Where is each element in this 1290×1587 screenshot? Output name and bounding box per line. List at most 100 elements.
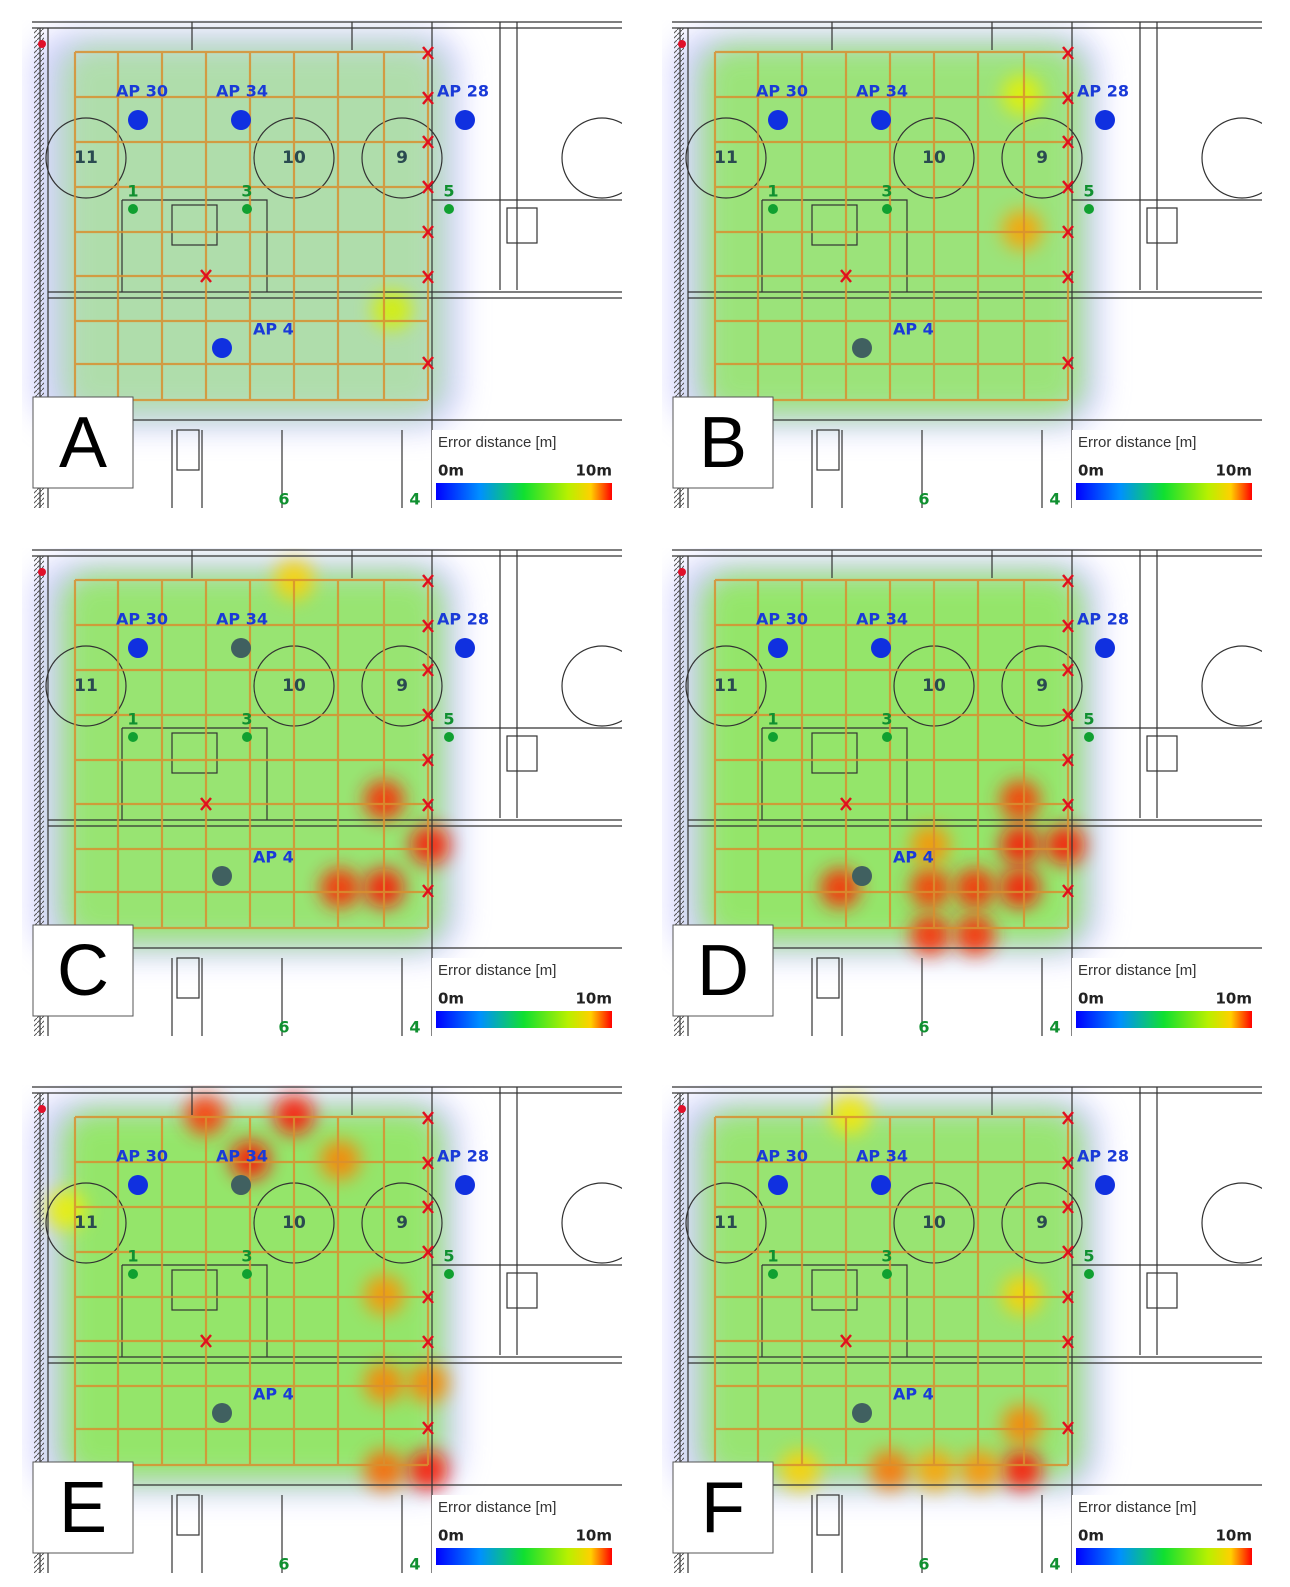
access-point xyxy=(871,110,891,130)
room-number: 10 xyxy=(282,148,306,168)
ap-label: AP 34 xyxy=(216,82,268,101)
legend-max: 10m xyxy=(1215,462,1252,480)
legend-title: Error distance [m] xyxy=(438,1499,556,1516)
ap-label: AP 34 xyxy=(856,610,908,629)
ap-label: AP 28 xyxy=(1077,1147,1129,1166)
room-number: 9 xyxy=(1036,148,1048,168)
point-label: 6 xyxy=(278,1555,289,1574)
heat-spot xyxy=(1002,75,1042,115)
room-number: 10 xyxy=(282,676,306,696)
origin-marker xyxy=(678,40,686,48)
reference-point xyxy=(410,1040,420,1050)
reference-point xyxy=(444,204,454,214)
point-label: 4 xyxy=(1049,1555,1060,1574)
panel-letter: B xyxy=(699,403,747,483)
ap-label: AP 28 xyxy=(1077,82,1129,101)
ap-label: AP 34 xyxy=(216,1147,268,1166)
heat-spot xyxy=(410,825,450,865)
heat-spot xyxy=(910,868,950,908)
reference-point xyxy=(768,732,778,742)
legend-min: 0m xyxy=(1078,462,1104,480)
access-point xyxy=(212,866,232,886)
heat-spot xyxy=(960,1450,1000,1490)
access-point xyxy=(1095,1175,1115,1195)
access-point xyxy=(768,638,788,658)
point-label: 4 xyxy=(409,490,420,509)
point-label: 4 xyxy=(1049,1018,1060,1037)
panel-content: AP 30AP 34AP 28AP 41110913564DError dist… xyxy=(662,548,1282,1050)
ap-label: AP 30 xyxy=(116,82,168,101)
panel-content: AP 30AP 34AP 28AP 41110913564AError dist… xyxy=(22,20,642,522)
heat-spot xyxy=(320,868,360,908)
point-label: 6 xyxy=(918,1018,929,1037)
room-number: 11 xyxy=(714,1213,738,1233)
point-label: 1 xyxy=(767,710,778,729)
reference-point xyxy=(128,1269,138,1279)
reference-point xyxy=(768,204,778,214)
point-label: 3 xyxy=(241,1247,252,1266)
heat-spot xyxy=(1002,1405,1042,1445)
point-label: 5 xyxy=(443,1247,454,1266)
room-number: 11 xyxy=(714,148,738,168)
reference-point xyxy=(242,732,252,742)
panel-letter: E xyxy=(59,1468,107,1548)
heat-spot xyxy=(1000,868,1040,908)
panel: AP 30AP 34AP 28AP 41110913564CError dist… xyxy=(22,548,642,1050)
reference-point xyxy=(1084,1269,1094,1279)
point-label: 5 xyxy=(1083,1247,1094,1266)
heat-spot xyxy=(955,915,995,955)
legend-title: Error distance [m] xyxy=(438,434,556,451)
legend-min: 0m xyxy=(438,462,464,480)
point-label: 5 xyxy=(443,710,454,729)
legend-colorbar xyxy=(1076,483,1252,500)
access-point xyxy=(871,1175,891,1195)
figure: AP 30 AP 34 AP 28 AP 4 11 10 9 1 3 5 6 4 A Error dist… xyxy=(0,0,1290,1587)
access-point xyxy=(852,866,872,886)
reference-point xyxy=(444,1269,454,1279)
reference-point xyxy=(128,732,138,742)
reference-point xyxy=(128,204,138,214)
access-point xyxy=(128,638,148,658)
point-label: 6 xyxy=(918,1555,929,1574)
ap-label: AP 4 xyxy=(893,848,934,867)
room-number: 11 xyxy=(74,1213,98,1233)
access-point xyxy=(212,1403,232,1423)
heat-spot xyxy=(1002,1450,1042,1490)
room-number: 11 xyxy=(74,148,98,168)
access-point xyxy=(768,1175,788,1195)
room-number: 10 xyxy=(922,676,946,696)
heat-spot xyxy=(955,868,995,908)
point-label: 6 xyxy=(278,490,289,509)
origin-marker xyxy=(678,1105,686,1113)
access-point xyxy=(1095,110,1115,130)
panel-letter: A xyxy=(59,403,107,483)
legend-min: 0m xyxy=(1078,1527,1104,1545)
heat-spot xyxy=(372,290,412,330)
point-label: 1 xyxy=(127,182,138,201)
heat-spot xyxy=(780,1450,820,1490)
access-point xyxy=(455,110,475,130)
legend-colorbar xyxy=(1076,1011,1252,1028)
reference-point xyxy=(279,1040,289,1050)
reference-point xyxy=(410,512,420,522)
legend-max: 10m xyxy=(1215,990,1252,1008)
room-number: 11 xyxy=(74,676,98,696)
heat-spot xyxy=(1002,1275,1042,1315)
heat-spot xyxy=(320,1140,360,1180)
origin-marker xyxy=(38,568,46,576)
ap-label: AP 28 xyxy=(437,610,489,629)
reference-point xyxy=(1050,512,1060,522)
ap-label: AP 34 xyxy=(856,82,908,101)
access-point xyxy=(231,1175,251,1195)
reference-point xyxy=(410,1577,420,1587)
room-number: 9 xyxy=(396,148,408,168)
room-number: 10 xyxy=(922,148,946,168)
reference-point xyxy=(882,1269,892,1279)
access-point xyxy=(871,638,891,658)
legend-colorbar xyxy=(436,483,612,500)
ap-label: AP 28 xyxy=(437,1147,489,1166)
